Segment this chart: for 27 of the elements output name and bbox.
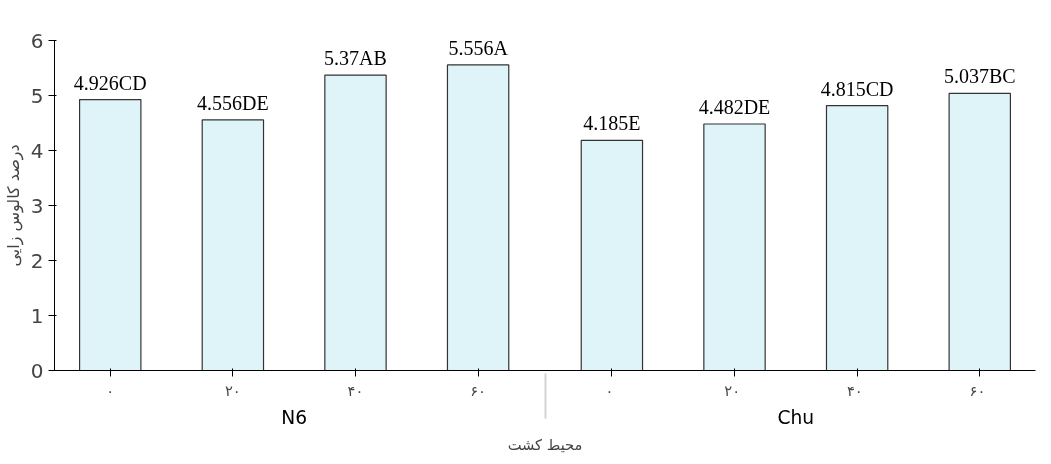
y-tick-label: 3 xyxy=(30,193,44,218)
data-label: 5.556A xyxy=(448,36,509,59)
y-axis-title: درصد کالوس زایی xyxy=(3,144,24,267)
y-tick-label: 6 xyxy=(30,28,44,53)
y-tick-label: 4 xyxy=(30,138,44,163)
y-tick-label: 0 xyxy=(30,358,44,383)
text: N6 xyxy=(281,406,308,428)
data-label: 5.037BC xyxy=(943,65,1016,88)
data-label: 4.926CD xyxy=(73,71,147,94)
data-label: 4.482DE xyxy=(698,95,771,118)
x-tick-label: ۶۰ xyxy=(969,381,986,399)
x-tick-label: ۰ xyxy=(605,381,614,399)
data-label: 4.185E xyxy=(583,112,641,135)
x-tick-label: ۲۰ xyxy=(224,381,241,399)
data-label: 4.556DE xyxy=(197,91,269,114)
y-tick-label: 1 xyxy=(30,303,44,328)
x-axis-title: محیط کشت xyxy=(507,435,583,453)
x-tick-label: ۰ xyxy=(106,381,115,399)
x-tick-label: ۶۰ xyxy=(470,381,486,399)
y-tick-label: 2 xyxy=(30,248,44,273)
y-tick-label: 5 xyxy=(30,83,44,108)
data-label: 5.37AB xyxy=(324,47,387,70)
text: Chu xyxy=(777,406,815,428)
x-tick-label: ۲۰ xyxy=(724,381,741,399)
data-label: 4.815CD xyxy=(820,77,894,100)
x-tick-label: ۴۰ xyxy=(347,381,364,399)
x-tick-label: ۴۰ xyxy=(846,381,863,399)
